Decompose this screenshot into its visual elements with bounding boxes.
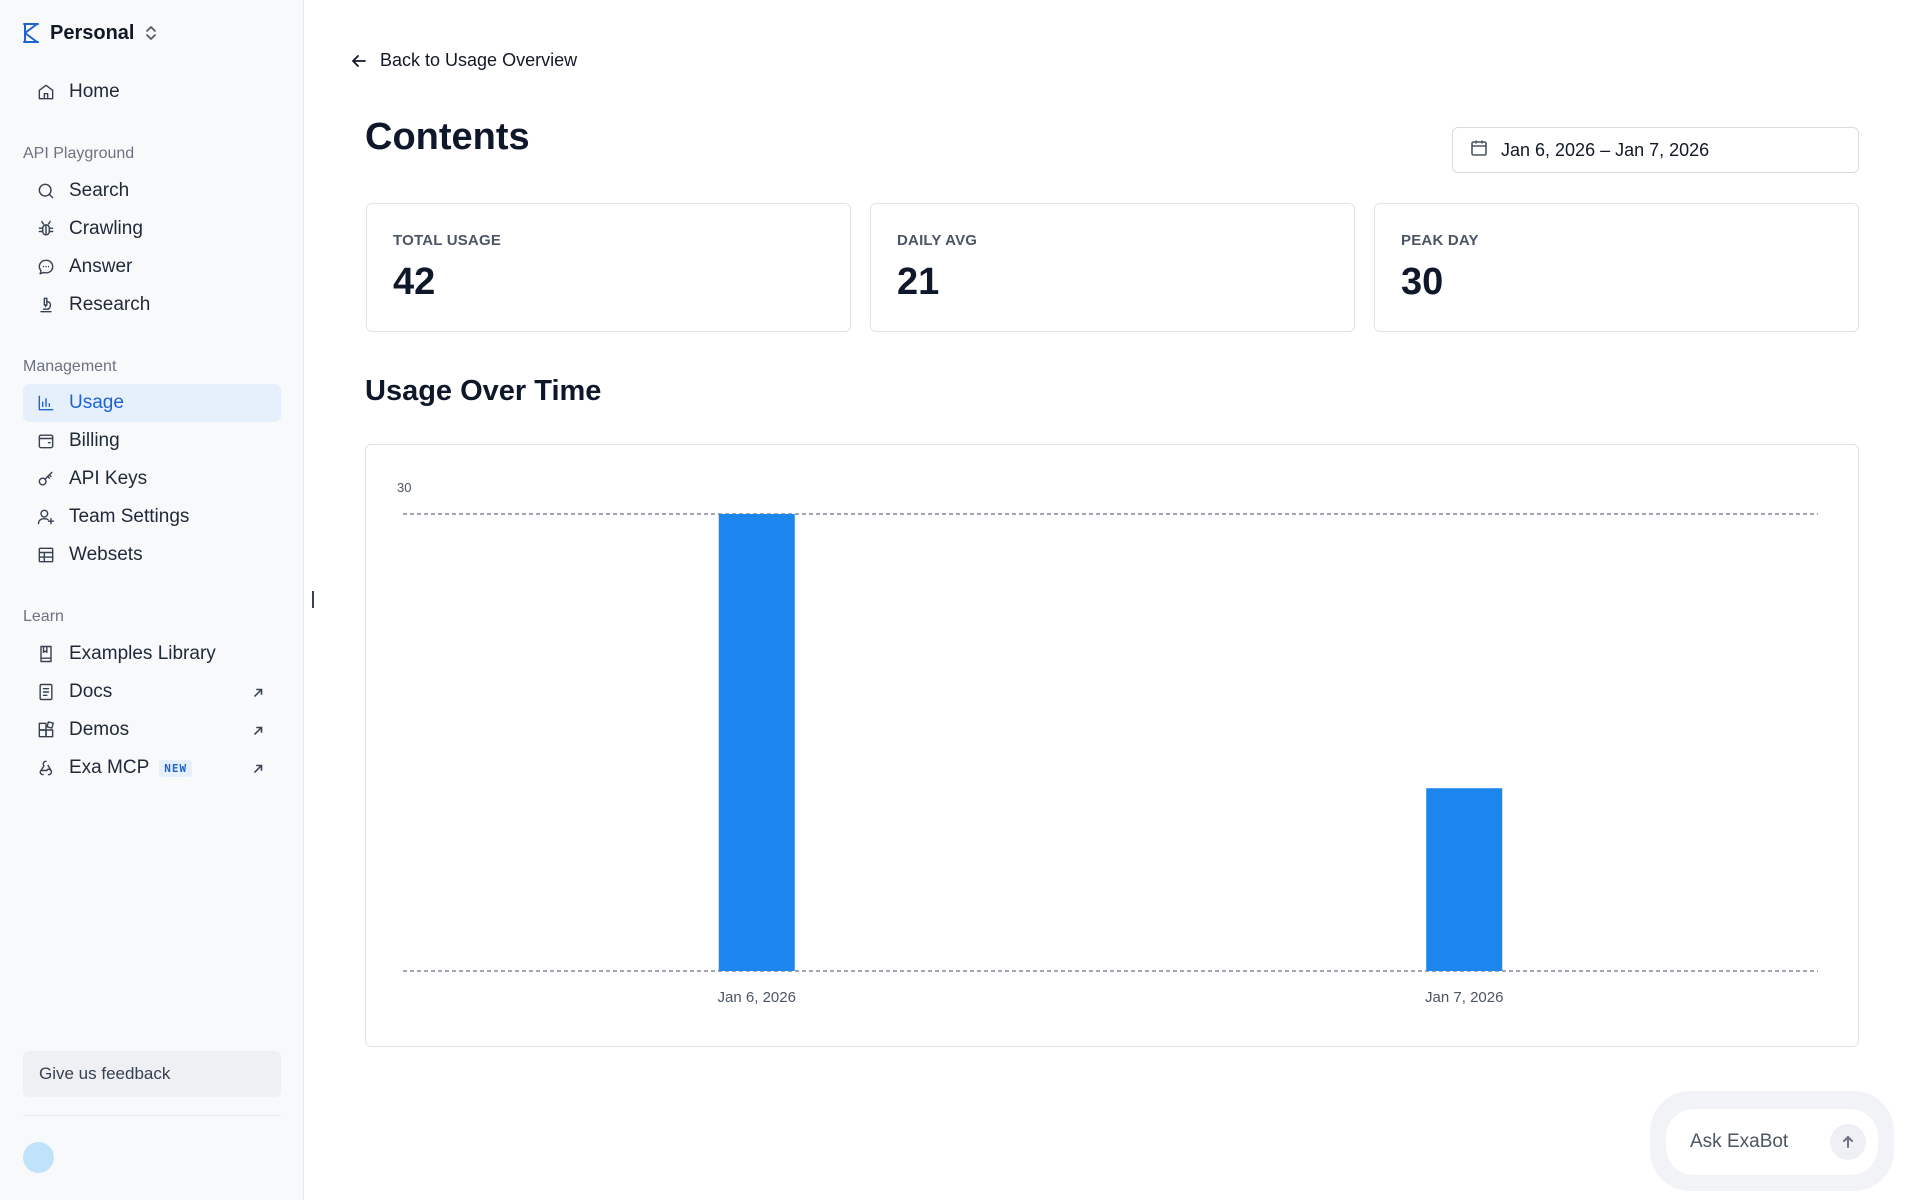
sidebar-item-api-keys[interactable]: API Keys xyxy=(23,460,281,498)
sidebar: Personal Home API Playground Search Craw… xyxy=(0,0,304,1200)
microscope-icon xyxy=(35,294,57,316)
document-icon xyxy=(35,681,57,703)
sidebar-item-label: Examples Library xyxy=(69,643,216,664)
stat-label: DAILY AVG xyxy=(897,232,978,249)
sidebar-item-label: Websets xyxy=(69,544,143,565)
search-icon xyxy=(35,180,57,202)
stat-card-daily-avg: DAILY AVG 21 xyxy=(870,203,1355,332)
blocks-icon xyxy=(35,719,57,741)
sidebar-item-label: Docs xyxy=(69,681,113,702)
sidebar-item-label: Exa MCP xyxy=(69,757,150,778)
sidebar-item-docs[interactable]: Docs xyxy=(23,673,281,711)
avatar[interactable] xyxy=(23,1142,54,1173)
sidebar-item-crawling[interactable]: Crawling xyxy=(23,210,281,248)
home-icon xyxy=(35,81,57,103)
wallet-icon xyxy=(35,430,57,452)
webhook-icon xyxy=(35,757,57,779)
stat-label: TOTAL USAGE xyxy=(393,232,502,249)
stat-card-total-usage: TOTAL USAGE 42 xyxy=(366,203,851,332)
sidebar-item-answer[interactable]: Answer xyxy=(23,248,281,286)
table-icon xyxy=(35,544,57,566)
chart-bar xyxy=(718,514,795,971)
section-title-api-playground: API Playground xyxy=(23,145,135,162)
sidebar-item-team-settings[interactable]: Team Settings xyxy=(23,498,281,536)
workspace-name: Personal xyxy=(50,21,135,44)
external-link-icon xyxy=(251,684,267,700)
chart-section-title: Usage Over Time xyxy=(365,375,602,407)
sidebar-item-research[interactable]: Research xyxy=(23,286,281,324)
sidebar-item-websets[interactable]: Websets xyxy=(23,536,281,574)
arrow-up-icon xyxy=(1843,1136,1853,1148)
sidebar-item-usage[interactable]: Usage xyxy=(23,384,281,422)
sidebar-item-home[interactable]: Home xyxy=(23,73,281,111)
sidebar-item-label: Team Settings xyxy=(69,506,190,527)
stat-value: 42 xyxy=(393,261,436,303)
sidebar-resize-handle[interactable] xyxy=(312,591,314,608)
user-plus-icon xyxy=(35,506,57,528)
y-tick-label: 30 xyxy=(397,480,411,495)
sidebar-item-label: Demos xyxy=(69,719,130,740)
external-link-icon xyxy=(251,722,267,738)
sidebar-item-search[interactable]: Search xyxy=(23,172,281,210)
sidebar-divider xyxy=(23,1115,281,1116)
page-title: Contents xyxy=(365,116,530,158)
new-badge: NEW xyxy=(159,759,193,777)
usage-chart-card: 30 Jan 6, 2026 Jan 7, 2026 xyxy=(365,444,1859,1047)
exabot-placeholder: Ask ExaBot xyxy=(1690,1131,1789,1152)
sidebar-item-exa-mcp[interactable]: Exa MCP NEW xyxy=(23,749,281,787)
stat-value: 21 xyxy=(897,261,940,303)
exa-logo-icon xyxy=(22,22,40,44)
stat-label: PEAK DAY xyxy=(1401,232,1479,249)
book-icon xyxy=(35,643,57,665)
send-button[interactable] xyxy=(1830,1124,1866,1160)
external-link-icon xyxy=(251,760,267,776)
usage-bar-chart: 30 Jan 6, 2026 Jan 7, 2026 xyxy=(397,480,1818,1006)
stat-value: 30 xyxy=(1401,261,1444,303)
sidebar-item-label: Home xyxy=(69,81,120,102)
bug-icon xyxy=(35,218,57,240)
date-range-picker[interactable]: Jan 6, 2026 – Jan 7, 2026 xyxy=(1452,127,1859,173)
sidebar-item-examples-library[interactable]: Examples Library xyxy=(23,635,281,673)
sidebar-item-label: Crawling xyxy=(69,218,143,239)
section-title-learn: Learn xyxy=(23,608,64,625)
exabot-input[interactable]: Ask ExaBot xyxy=(1666,1109,1878,1175)
feedback-button[interactable]: Give us feedback xyxy=(23,1051,281,1097)
sidebar-item-label: API Keys xyxy=(69,468,148,489)
exabot-widget: Ask ExaBot xyxy=(1650,1091,1894,1191)
x-tick-label: Jan 7, 2026 xyxy=(1425,989,1503,1006)
chevron-up-down-icon[interactable] xyxy=(144,24,158,42)
sidebar-item-label: Billing xyxy=(69,430,120,451)
sidebar-item-label: Search xyxy=(69,180,130,201)
date-range-value: Jan 6, 2026 – Jan 7, 2026 xyxy=(1501,139,1710,160)
stat-card-peak-day: PEAK DAY 30 xyxy=(1374,203,1859,332)
sidebar-item-label: Answer xyxy=(69,256,133,277)
section-title-management: Management xyxy=(23,358,117,375)
calendar-icon xyxy=(1469,138,1489,163)
back-to-usage-link[interactable]: Back to Usage Overview xyxy=(350,50,577,71)
workspace-switcher[interactable]: Personal xyxy=(22,18,158,48)
chart-bar xyxy=(1426,788,1503,971)
sidebar-item-demos[interactable]: Demos xyxy=(23,711,281,749)
back-label: Back to Usage Overview xyxy=(380,50,578,70)
arrow-left-icon xyxy=(352,54,366,67)
x-tick-label: Jan 6, 2026 xyxy=(718,989,796,1006)
key-icon xyxy=(35,468,57,490)
sidebar-item-billing[interactable]: Billing xyxy=(23,422,281,460)
sidebar-item-label: Usage xyxy=(69,392,124,413)
chat-bubble-icon xyxy=(35,256,57,278)
bar-chart-icon xyxy=(35,392,57,414)
sidebar-item-label: Research xyxy=(69,294,151,315)
